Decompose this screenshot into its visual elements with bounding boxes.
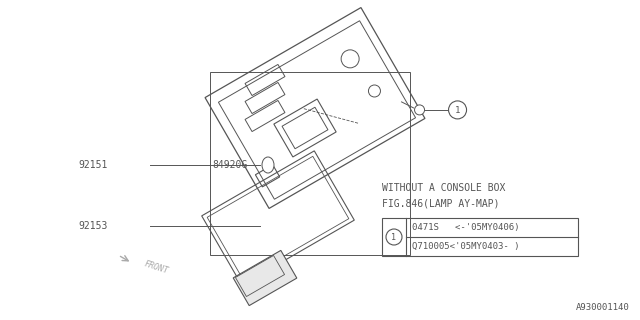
Text: WITHOUT A CONSOLE BOX: WITHOUT A CONSOLE BOX <box>382 183 506 193</box>
Text: 0471S   <-'05MY0406): 0471S <-'05MY0406) <box>412 223 520 232</box>
Circle shape <box>386 229 402 245</box>
Circle shape <box>341 50 359 68</box>
Text: A930001140: A930001140 <box>576 303 630 312</box>
Bar <box>382 218 578 256</box>
Text: 92151: 92151 <box>78 160 108 170</box>
Text: FIG.846(LAMP AY-MAP): FIG.846(LAMP AY-MAP) <box>382 198 499 208</box>
Text: Q710005<'05MY0403- ): Q710005<'05MY0403- ) <box>412 242 520 251</box>
Polygon shape <box>233 250 297 306</box>
Text: 1: 1 <box>455 106 460 115</box>
Circle shape <box>369 85 380 97</box>
Text: FRONT: FRONT <box>143 259 170 275</box>
Ellipse shape <box>262 157 274 173</box>
Bar <box>210 72 410 255</box>
Text: 84920G: 84920G <box>212 160 247 170</box>
Circle shape <box>449 101 467 119</box>
Circle shape <box>415 105 424 115</box>
Text: 92153: 92153 <box>78 221 108 231</box>
Text: 1: 1 <box>392 233 397 242</box>
